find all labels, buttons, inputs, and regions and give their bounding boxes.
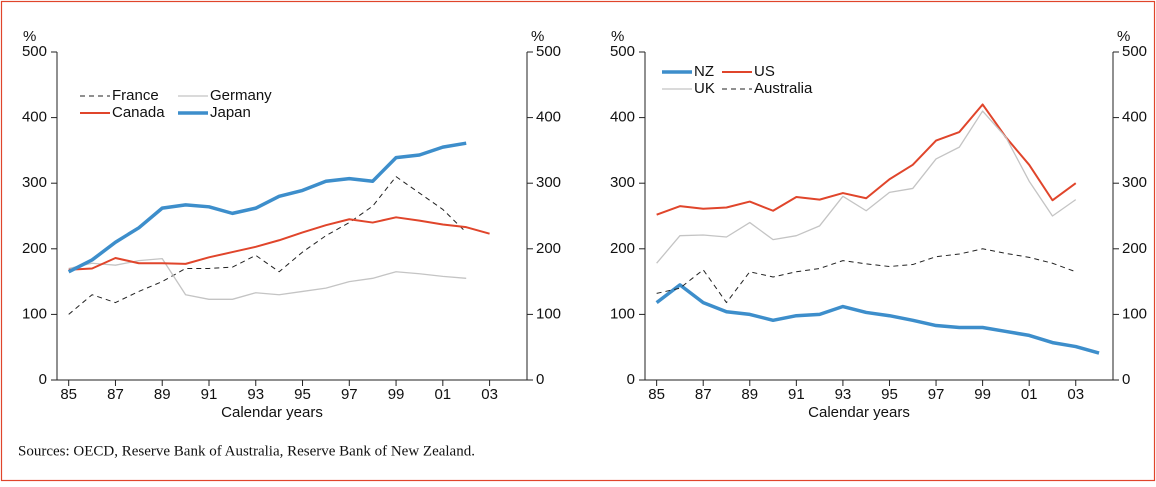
legend-label: Australia (754, 80, 813, 97)
x-tick-label: 01 (1021, 386, 1038, 403)
y2-tick-label: 300 (536, 174, 561, 191)
x-axis-label: Calendar years (221, 404, 323, 421)
x-tick-label: 89 (741, 386, 758, 403)
y2-tick-label: 400 (1122, 109, 1147, 126)
x-tick-label: 85 (648, 386, 665, 403)
y2-axis-label: % (531, 28, 544, 45)
legend-label: US (754, 63, 775, 80)
legend-label: UK (694, 80, 715, 97)
x-tick-label: 87 (107, 386, 124, 403)
series-line (656, 103, 1077, 216)
x-tick-label: 03 (1067, 386, 1084, 403)
legend-label: Germany (210, 87, 272, 104)
legend-label: NZ (694, 63, 714, 80)
y-tick-label: 500 (22, 43, 47, 60)
x-tick-label: 95 (881, 386, 898, 403)
series-line (68, 216, 490, 271)
source-note: Sources: OECD, Reserve Bank of Australia… (18, 443, 475, 459)
y2-tick-label: 100 (1122, 305, 1147, 322)
legend-label: Japan (210, 104, 251, 121)
x-tick-label: 95 (294, 386, 311, 403)
y2-tick-label: 0 (1122, 371, 1130, 388)
x-tick-label: 93 (247, 386, 264, 403)
x-tick-label: 91 (788, 386, 805, 403)
y2-tick-label: 0 (536, 371, 544, 388)
series-line (655, 283, 1100, 355)
x-tick-label: 01 (434, 386, 451, 403)
y2-axis-label: % (1117, 28, 1130, 45)
x-tick-label: 97 (341, 386, 358, 403)
x-tick-label: 91 (201, 386, 218, 403)
x-axis-label: Calendar years (808, 404, 910, 421)
x-tick-label: 99 (974, 386, 991, 403)
y-tick-label: 200 (610, 240, 635, 257)
y2-tick-label: 300 (1122, 174, 1147, 191)
series-line (656, 110, 1077, 264)
y-tick-label: 100 (610, 305, 635, 322)
y2-tick-label: 400 (536, 109, 561, 126)
series-line (67, 141, 467, 274)
y-tick-label: 0 (39, 371, 47, 388)
y-tick-label: 100 (22, 305, 47, 322)
legend-label: Canada (112, 104, 165, 121)
series-line (68, 176, 467, 315)
y-tick-label: 400 (22, 109, 47, 126)
legend-label: France (112, 87, 159, 104)
x-tick-label: 97 (928, 386, 945, 403)
x-tick-label: 03 (481, 386, 498, 403)
y-tick-label: 0 (627, 371, 635, 388)
x-tick-label: 93 (835, 386, 852, 403)
y2-tick-label: 500 (1122, 43, 1147, 60)
x-tick-label: 87 (695, 386, 712, 403)
y-axis-label: % (23, 28, 36, 45)
y-tick-label: 300 (22, 174, 47, 191)
x-tick-label: 99 (388, 386, 405, 403)
series-line (656, 248, 1076, 304)
y2-tick-label: 100 (536, 305, 561, 322)
y2-tick-label: 200 (1122, 240, 1147, 257)
y-tick-label: 400 (610, 109, 635, 126)
y-tick-label: 500 (610, 43, 635, 60)
y2-tick-label: 500 (536, 43, 561, 60)
x-tick-label: 85 (60, 386, 77, 403)
y-tick-label: 200 (22, 240, 47, 257)
y-axis-label: % (611, 28, 624, 45)
x-tick-label: 89 (154, 386, 171, 403)
series-line (68, 257, 467, 300)
y-tick-label: 300 (610, 174, 635, 191)
y2-tick-label: 200 (536, 240, 561, 257)
